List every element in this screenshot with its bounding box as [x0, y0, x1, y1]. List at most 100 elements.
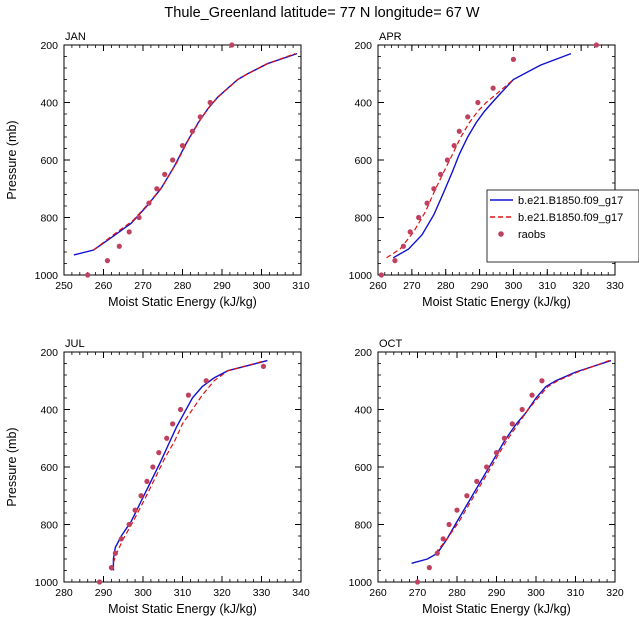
panel-label: OCT: [379, 338, 403, 350]
x-tick-label: 270: [409, 587, 427, 599]
x-tick-label: 330: [606, 280, 624, 292]
raobs-point: [414, 579, 421, 585]
raobs-point: [484, 464, 490, 470]
raobs-point: [444, 157, 451, 163]
raobs-point: [392, 258, 398, 264]
raobs-point: [426, 565, 432, 571]
x-tick-label: 260: [369, 280, 387, 292]
x-tick-label: 270: [134, 280, 152, 292]
raobs-point: [164, 435, 170, 441]
x-tick-label: 320: [606, 587, 624, 599]
raobs-point: [465, 114, 471, 120]
raobs-point: [378, 272, 384, 278]
legend-box: [486, 189, 639, 263]
legend-marker-dot: [498, 231, 504, 237]
raobs-point: [493, 450, 500, 456]
raobs-point: [170, 421, 176, 427]
raobs-point: [440, 536, 446, 542]
raobs-point: [154, 186, 160, 192]
raobs-point: [529, 392, 535, 398]
x-tick-label: 290: [488, 587, 506, 599]
y-tick-label: 600: [40, 462, 58, 474]
raobs-point: [112, 550, 118, 556]
x-tick-label: 300: [253, 280, 271, 292]
raobs-point: [416, 214, 422, 221]
raobs-point: [162, 171, 168, 177]
y-tick-label: 800: [354, 213, 372, 225]
panel-label: JAN: [65, 31, 86, 43]
x-axis-label: Moist Static Energy (kJ/kg): [108, 295, 257, 309]
raobs-point: [490, 85, 496, 91]
y-tick-label: 200: [40, 40, 58, 52]
y-tick-label: 200: [354, 347, 372, 359]
legend-label: raobs: [518, 229, 546, 241]
raobs-point: [501, 435, 507, 441]
x-tick-label: 330: [253, 587, 271, 599]
y-tick-label: 1000: [35, 577, 59, 589]
raobs-point: [185, 392, 192, 398]
raobs-point: [229, 42, 235, 48]
raobs-point: [260, 363, 267, 369]
legend-label: b.e21.B1850.f09_g17: [518, 195, 623, 207]
raobs-point: [207, 99, 213, 106]
y-tick-label: 800: [40, 213, 58, 225]
raobs-point: [519, 406, 525, 413]
x-tick-label: 290: [471, 280, 489, 292]
raobs-point: [203, 378, 209, 384]
series-group: [386, 52, 572, 259]
panels: JAN 250 260 270 280 290 300 310 200 400 600 800 1000…: [5, 31, 624, 616]
raobs-point: [85, 272, 91, 278]
y-tick-label: 200: [40, 347, 58, 359]
raobs-point: [108, 565, 114, 571]
raobs-point: [179, 143, 186, 149]
x-tick-label: 310: [174, 587, 192, 599]
raobs-point: [138, 493, 144, 499]
raobs-point: [170, 157, 176, 163]
chart-panel-apr: APR 260 270 280 290 300 310 320 330 200 400 600 800 1…: [349, 31, 624, 309]
raobs-point: [539, 378, 545, 384]
raobs-point: [126, 521, 132, 528]
chart-panel-oct: OCT 260 270 280 290 300 310 320 200 400 600 800 1000…: [349, 338, 624, 616]
series-group: [110, 359, 268, 571]
raobs-point: [454, 507, 460, 513]
raobs-point: [156, 450, 162, 456]
figure-title: Thule_Greenland latitude= 77 N longitude…: [164, 5, 479, 21]
x-tick-label: 280: [174, 280, 192, 292]
x-tick-label: 280: [55, 587, 73, 599]
model-line-solid: [112, 359, 268, 571]
y-tick-label: 600: [40, 155, 58, 167]
y-tick-label: 400: [354, 98, 372, 110]
raobs-point: [475, 99, 481, 106]
y-tick-label: 200: [354, 40, 372, 52]
x-tick-label: 310: [292, 280, 310, 292]
raobs-point: [424, 200, 430, 206]
legend-label: b.e21.B1850.f09_g17: [518, 212, 623, 224]
raobs-point: [177, 406, 184, 413]
raobs-point: [400, 243, 406, 249]
raobs-point: [116, 243, 122, 249]
x-tick-label: 280: [448, 587, 466, 599]
y-tick-label: 1000: [35, 270, 59, 282]
raobs-point: [197, 114, 203, 120]
x-tick-label: 320: [213, 587, 231, 599]
raobs-point: [132, 507, 138, 513]
model-line-solid: [411, 359, 612, 564]
model-line-solid: [73, 52, 298, 256]
x-tick-label: 300: [134, 587, 152, 599]
raobs-point: [509, 421, 515, 427]
y-tick-label: 400: [40, 405, 58, 417]
raobs-point: [104, 258, 111, 264]
raobs-point: [136, 214, 142, 221]
raobs-point: [146, 200, 152, 206]
plot-frame: [63, 351, 302, 583]
x-axis-label: Moist Static Energy (kJ/kg): [422, 295, 571, 309]
y-tick-label: 400: [40, 98, 58, 110]
raobs-point: [456, 128, 462, 134]
panel-label: JUL: [65, 338, 85, 350]
model-line-dashed: [434, 360, 610, 554]
raobs-point: [144, 478, 150, 484]
raobs-point: [438, 171, 444, 177]
raobs-point: [593, 42, 599, 48]
x-tick-label: 260: [369, 587, 387, 599]
